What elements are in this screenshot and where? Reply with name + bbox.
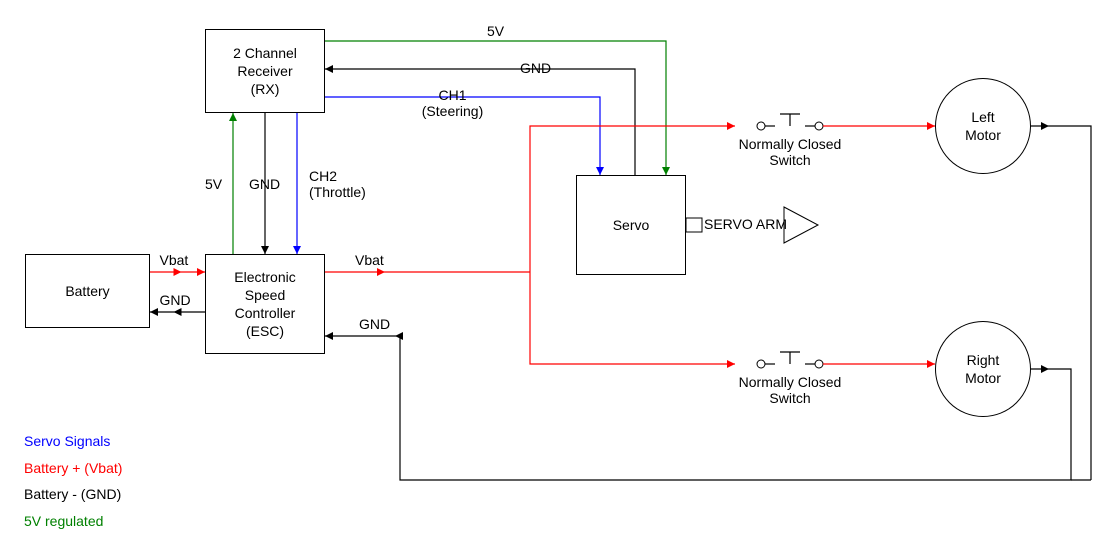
label-esc-vbat-out: Vbat xyxy=(355,252,384,268)
label-ch1: CH1(Steering) xyxy=(422,87,483,119)
label-rx-5v: 5V xyxy=(487,23,504,39)
label-switch-left: Normally ClosedSwitch xyxy=(739,136,842,168)
legend-item: Battery + (Vbat) xyxy=(24,455,122,482)
servo-box: Servo xyxy=(576,175,686,275)
label-switch-right: Normally ClosedSwitch xyxy=(739,374,842,406)
label-esc-5v: 5V xyxy=(205,176,222,192)
battery-box: Battery xyxy=(25,254,150,328)
servo-arm-label: SERVO ARM xyxy=(704,216,787,232)
label-bat-gnd: GND xyxy=(160,292,191,308)
label-bat-vbat: Vbat xyxy=(160,252,189,268)
esc-box: ElectronicSpeedController(ESC) xyxy=(205,254,325,354)
label-ch2: CH2(Throttle) xyxy=(309,168,366,200)
right-motor-circle: RightMotor xyxy=(935,321,1031,417)
legend-item: Battery - (GND) xyxy=(24,481,122,508)
label-esc-gnd-up: GND xyxy=(249,176,280,192)
label-esc-gnd-in: GND xyxy=(359,316,390,332)
label-rx-gnd: GND xyxy=(520,60,551,76)
receiver-box: 2 ChannelReceiver(RX) xyxy=(205,29,325,113)
left-motor-circle: LeftMotor xyxy=(935,78,1031,174)
legend: Servo SignalsBattery + (Vbat)Battery - (… xyxy=(24,428,122,534)
legend-item: Servo Signals xyxy=(24,428,122,455)
legend-item: 5V regulated xyxy=(24,508,122,535)
